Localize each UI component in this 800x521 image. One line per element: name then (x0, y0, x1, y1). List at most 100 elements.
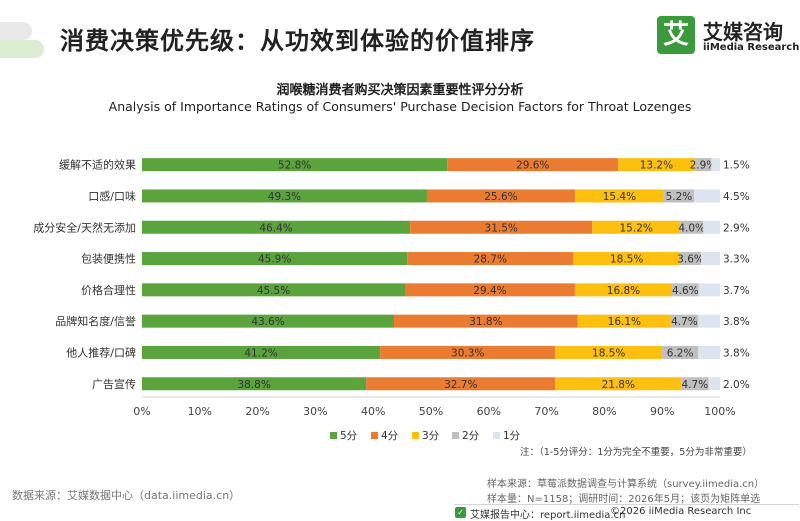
category-label: 价格合理性 (81, 283, 136, 297)
x-tick-label: 20% (245, 405, 269, 418)
data-label: 2.0% (723, 379, 750, 391)
data-label: 4.6% (672, 285, 699, 297)
bar-segment (142, 283, 405, 297)
bar-segment (698, 345, 720, 359)
bar-segment (577, 314, 671, 328)
bar-segment (573, 252, 681, 266)
data-label: 4.7% (682, 379, 709, 391)
bar-segment (670, 314, 699, 328)
data-label: 4.0% (678, 222, 705, 234)
data-label: 21.8% (602, 379, 635, 391)
data-label: 5.2% (666, 191, 693, 203)
x-tick-label: 30% (303, 405, 327, 418)
bar-segment (366, 377, 556, 391)
bar-segment (698, 283, 720, 297)
data-label: 1.5% (723, 160, 750, 172)
data-label: 3.6% (677, 254, 704, 266)
bar-segment (394, 314, 578, 328)
bar-segment (672, 283, 699, 297)
bar-segment (555, 377, 682, 391)
legend-label: 3分 (422, 430, 440, 442)
data-label: 31.8% (469, 316, 502, 328)
data-label: 31.5% (485, 222, 518, 234)
bar-segment (711, 158, 720, 172)
copyright: ©2026 iiMedia Research Inc (610, 506, 752, 517)
bar-segment (404, 283, 575, 297)
category-label: 广告宣传 (92, 377, 136, 391)
bar-segment (142, 189, 427, 203)
data-label: 52.8% (278, 160, 311, 172)
bar-segment (407, 252, 574, 266)
data-label: 6.2% (667, 347, 694, 359)
page-title: 消费决策优先级：从功效到体验的价值排序 (60, 27, 535, 55)
category-label: 缓解不适的效果 (59, 158, 136, 172)
bar-segment (555, 345, 663, 359)
bar-segment (680, 252, 701, 266)
data-label: 2.9% (690, 160, 717, 172)
data-label: 3.8% (723, 316, 750, 328)
bar-segment (663, 189, 694, 203)
bar-segment (142, 220, 411, 234)
legend-swatch (371, 432, 378, 439)
bar-segment (698, 314, 720, 328)
legend-swatch (452, 432, 459, 439)
bar-segment (447, 158, 619, 172)
x-tick-label: 70% (534, 405, 558, 418)
brand-logo-icon: 艾 (657, 16, 695, 54)
report-center-link[interactable]: 艾媒报告中心：report.iimedia.cn (470, 510, 626, 521)
legend-swatch (493, 432, 500, 439)
brand-name-en: iiMedia Research (703, 42, 800, 53)
header-decoration-bar-2 (0, 40, 44, 58)
data-label: 13.2% (640, 160, 673, 172)
data-label: 43.6% (251, 316, 284, 328)
data-label: 32.7% (444, 379, 477, 391)
category-label: 口感/口味 (88, 190, 136, 203)
data-label: 3.8% (723, 347, 750, 359)
data-label: 30.3% (451, 347, 484, 359)
sample-info: 样本量：N=1158；调研时间：2026年5月；该页为矩阵单选 (487, 494, 761, 505)
data-label: 16.8% (607, 285, 640, 297)
data-label: 38.8% (237, 379, 270, 391)
bar-segment (380, 345, 556, 359)
data-label: 45.9% (258, 254, 291, 266)
bar-segment (703, 220, 720, 234)
stacked-bar-chart: 0% 10% 20% 30% 40% 50% 60% 70% 80% 90% 100% 缓解不适的效果… (33, 158, 750, 442)
legend-label: 4分 (381, 430, 399, 442)
bar-segment (142, 252, 408, 266)
chart-note: 注：（1-5分评分：1分为完全不重要，5分为非常重要） (520, 447, 752, 458)
x-tick-label: 40% (361, 405, 385, 418)
bar-segment (681, 377, 709, 391)
x-tick-label: 80% (592, 405, 616, 418)
bar-segment (574, 189, 664, 203)
bar-segment (592, 220, 681, 234)
category-label: 包装便携性 (81, 252, 136, 266)
data-label: 46.4% (259, 222, 292, 234)
bar-segment (426, 189, 575, 203)
bar-segment (680, 220, 704, 234)
x-tick-label: 60% (477, 405, 501, 418)
bar-segment (142, 314, 395, 328)
data-label: 3.3% (723, 254, 750, 266)
x-tick-label: 0% (133, 405, 150, 418)
bar-segment (662, 345, 699, 359)
bar-segment (142, 345, 381, 359)
data-label: 16.1% (608, 316, 641, 328)
legend-label: 5分 (340, 430, 358, 442)
x-tick-label: 50% (419, 405, 443, 418)
bar-segment (574, 283, 673, 297)
data-label: 18.5% (592, 347, 625, 359)
data-label: 15.2% (620, 222, 653, 234)
bar-segment (694, 158, 712, 172)
x-tick-label: 100% (704, 405, 735, 418)
legend-swatch (330, 432, 337, 439)
data-label: 4.7% (671, 316, 698, 328)
bar-segment (618, 158, 695, 172)
bar-segment (142, 158, 448, 172)
data-source: 数据来源：艾媒数据中心（data.iimedia.cn） (12, 489, 241, 502)
data-label: 3.7% (723, 285, 750, 297)
data-label: 15.4% (603, 191, 636, 203)
data-label: 41.2% (244, 347, 277, 359)
bar-segment (708, 377, 720, 391)
data-label: 2.9% (723, 222, 750, 234)
category-label: 品牌知名度/信誉 (55, 314, 136, 328)
